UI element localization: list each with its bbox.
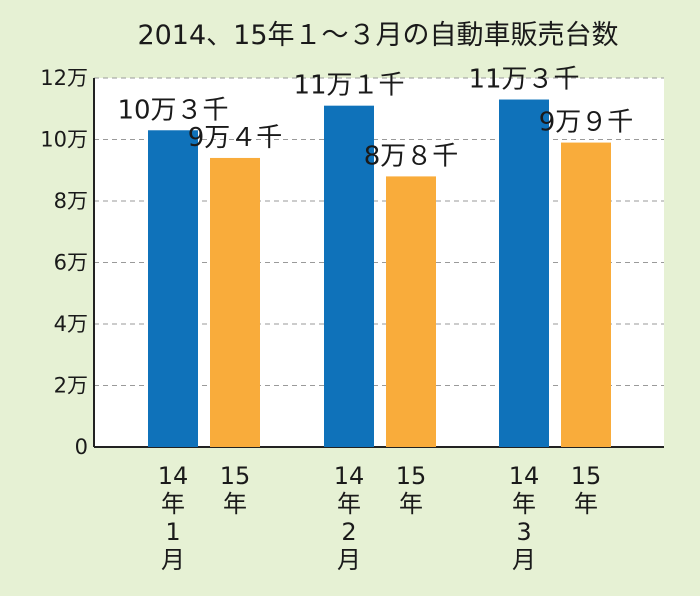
x-category-label: 15 — [396, 462, 427, 490]
x-category-label: 14 — [158, 462, 189, 490]
x-category-label: 年 — [161, 490, 185, 518]
bar — [324, 105, 374, 448]
x-category-label: 年 — [337, 490, 361, 518]
x-category-label: 1 — [165, 518, 180, 546]
bar — [499, 99, 549, 448]
x-category-label: 2 — [341, 518, 356, 546]
x-category-label: 14 — [334, 462, 365, 490]
bar — [386, 176, 436, 447]
data-label: 11万３千 — [468, 65, 579, 95]
x-category-label: 年 — [574, 490, 598, 518]
x-category-label: 15 — [220, 462, 251, 490]
x-category-label: 月 — [337, 546, 361, 574]
y-tick-label: 0 — [75, 435, 88, 459]
data-label: 9万４千 — [188, 123, 283, 153]
x-category-label: 年 — [223, 490, 247, 518]
x-category-label: 月 — [512, 546, 536, 574]
y-tick-label: 6万 — [54, 251, 88, 275]
y-tick-label: 2万 — [54, 374, 88, 398]
x-category-label: 15 — [571, 462, 602, 490]
bar — [561, 142, 611, 447]
y-tick-label: 8万 — [54, 189, 88, 213]
data-label: 9万９千 — [539, 108, 634, 138]
data-label: 11万１千 — [293, 71, 404, 101]
bar — [210, 157, 260, 447]
x-category-label: 年 — [512, 490, 536, 518]
y-tick-label: 12万 — [40, 66, 88, 90]
x-category-label: 月 — [161, 546, 185, 574]
bar — [148, 130, 198, 447]
data-label: 8万８千 — [364, 141, 459, 171]
data-label: 10万３千 — [117, 95, 228, 125]
x-category-label: 14 — [509, 462, 540, 490]
chart-title: 2014、15年１～３月の自動車販売台数 — [137, 20, 618, 51]
x-category-label: 3 — [516, 518, 531, 546]
y-tick-label: 10万 — [40, 128, 88, 152]
x-category-label: 年 — [399, 490, 423, 518]
y-tick-label: 4万 — [54, 312, 88, 336]
